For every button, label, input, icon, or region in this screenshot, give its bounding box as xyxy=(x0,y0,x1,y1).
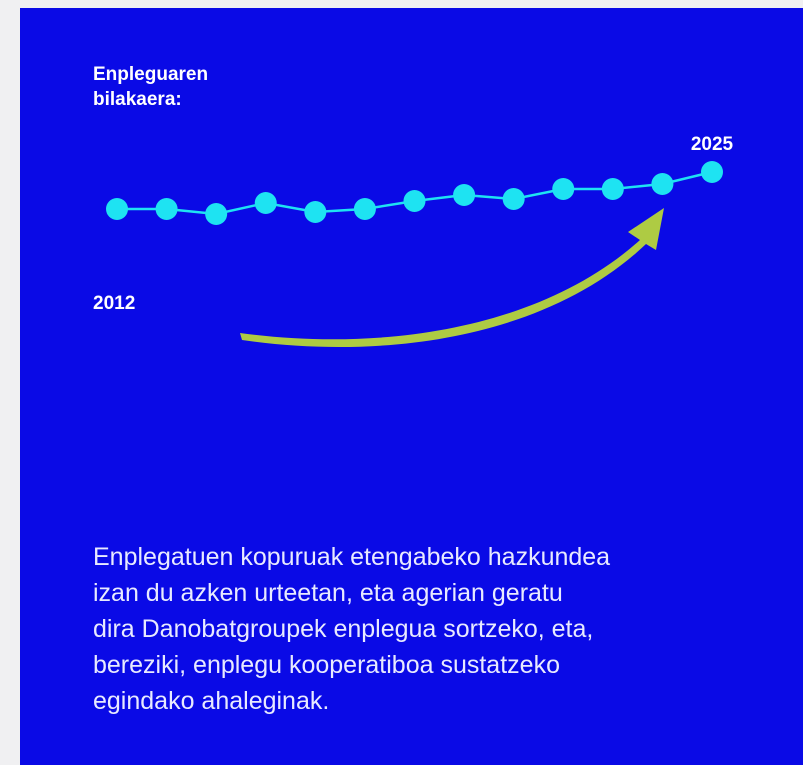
point xyxy=(552,178,575,200)
point xyxy=(403,190,426,212)
description-line: bereziki, enplegu kooperatiboa sustatzek… xyxy=(93,651,560,679)
point xyxy=(502,188,525,210)
description-line: izan du azken urteetan, eta agerian gera… xyxy=(93,579,563,607)
description: Enplegatuen kopuruak etengabeko hazkunde… xyxy=(93,539,610,719)
point xyxy=(353,198,376,220)
point xyxy=(601,178,624,200)
point xyxy=(254,192,277,214)
point xyxy=(106,198,128,220)
point xyxy=(155,198,178,220)
point xyxy=(651,173,674,195)
chart-title: Enpleguaren bilakaera: xyxy=(93,64,209,110)
x-label: 2025 xyxy=(691,134,734,155)
point xyxy=(205,203,228,225)
description-line: egindako ahaleginak. xyxy=(93,687,330,715)
description-line: dira Danobatgroupek enplegua sortzeko, e… xyxy=(93,615,594,643)
arrow xyxy=(240,208,664,348)
description-line: Enplegatuen kopuruak etengabeko hazkunde… xyxy=(93,543,611,571)
point xyxy=(304,201,327,223)
point xyxy=(453,184,476,206)
point xyxy=(701,161,723,183)
panel xyxy=(20,8,803,765)
x-label: 2012 xyxy=(93,293,135,314)
